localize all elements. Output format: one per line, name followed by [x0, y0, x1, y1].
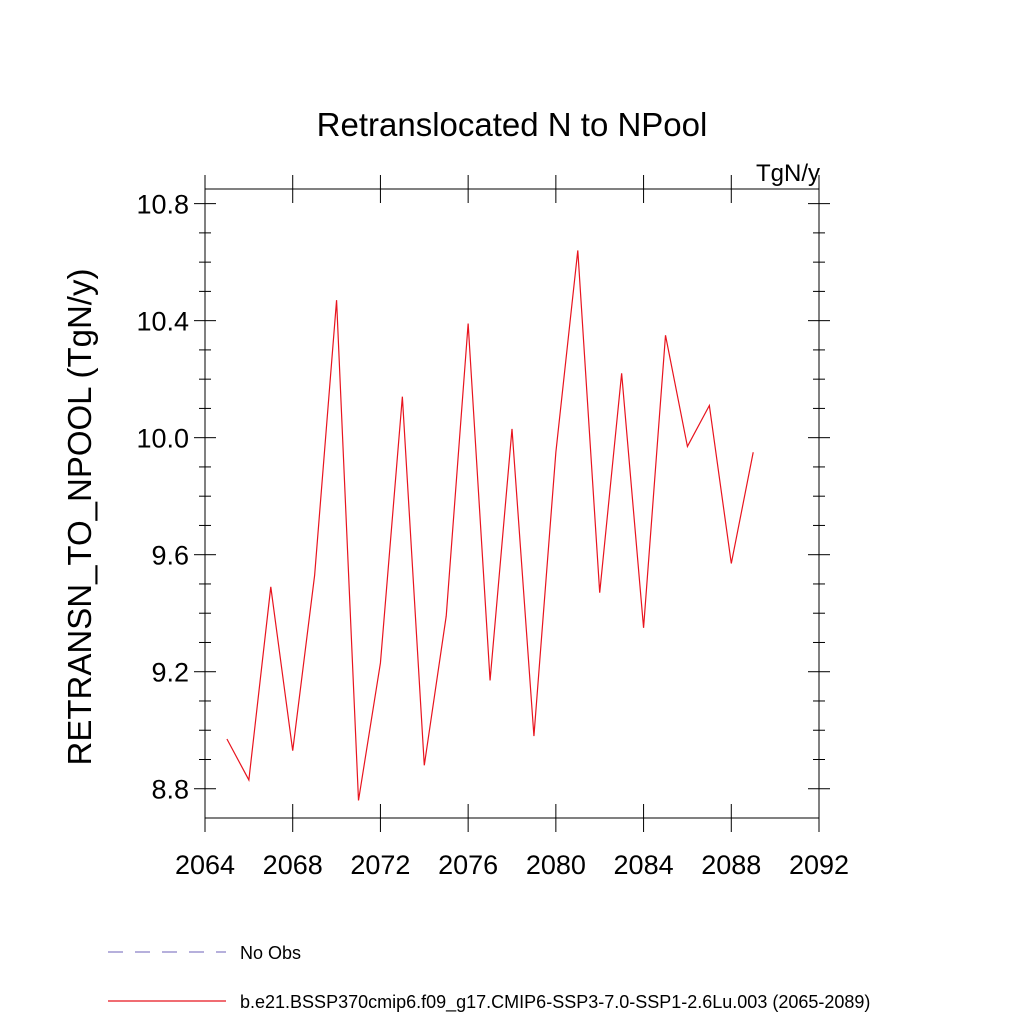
x-tick-label: 2064 — [175, 850, 235, 880]
y-tick-label: 9.2 — [151, 658, 189, 688]
legend-label: b.e21.BSSP370cmip6.f09_g17.CMIP6-SSP3-7.… — [240, 992, 870, 1013]
y-tick-label: 10.0 — [136, 424, 189, 454]
plot-series — [226, 250, 754, 801]
axis-ticks: 8.8 9.2 9.6 10.0 10.4 10.8 2064 2068 2072 2076 208… — [136, 175, 849, 880]
x-tick-label: 2076 — [438, 850, 498, 880]
y-axis-label: RETRANSN_TO_NPOOL (TgN/y) — [61, 269, 98, 766]
y-tick-label: 10.8 — [136, 190, 189, 220]
y-tick-label: 10.4 — [136, 307, 189, 337]
x-tick-label: 2080 — [526, 850, 586, 880]
y-tick-label: 9.6 — [151, 541, 189, 571]
x-tick-label: 2092 — [789, 850, 849, 880]
x-tick-label: 2072 — [350, 850, 410, 880]
legend-label: No Obs — [240, 943, 301, 963]
chart-title: Retranslocated N to NPool — [317, 106, 708, 143]
legend: No Obs b.e21.BSSP370cmip6.f09_g17.CMIP6-S… — [108, 943, 870, 1013]
plot-frame — [204, 188, 820, 819]
x-tick-label: 2068 — [263, 850, 323, 880]
x-tick-label: 2088 — [701, 850, 761, 880]
x-tick-label: 2084 — [614, 850, 674, 880]
y-tick-label: 8.8 — [151, 775, 189, 805]
series-line — [226, 250, 754, 801]
units-label: TgN/y — [756, 160, 820, 187]
